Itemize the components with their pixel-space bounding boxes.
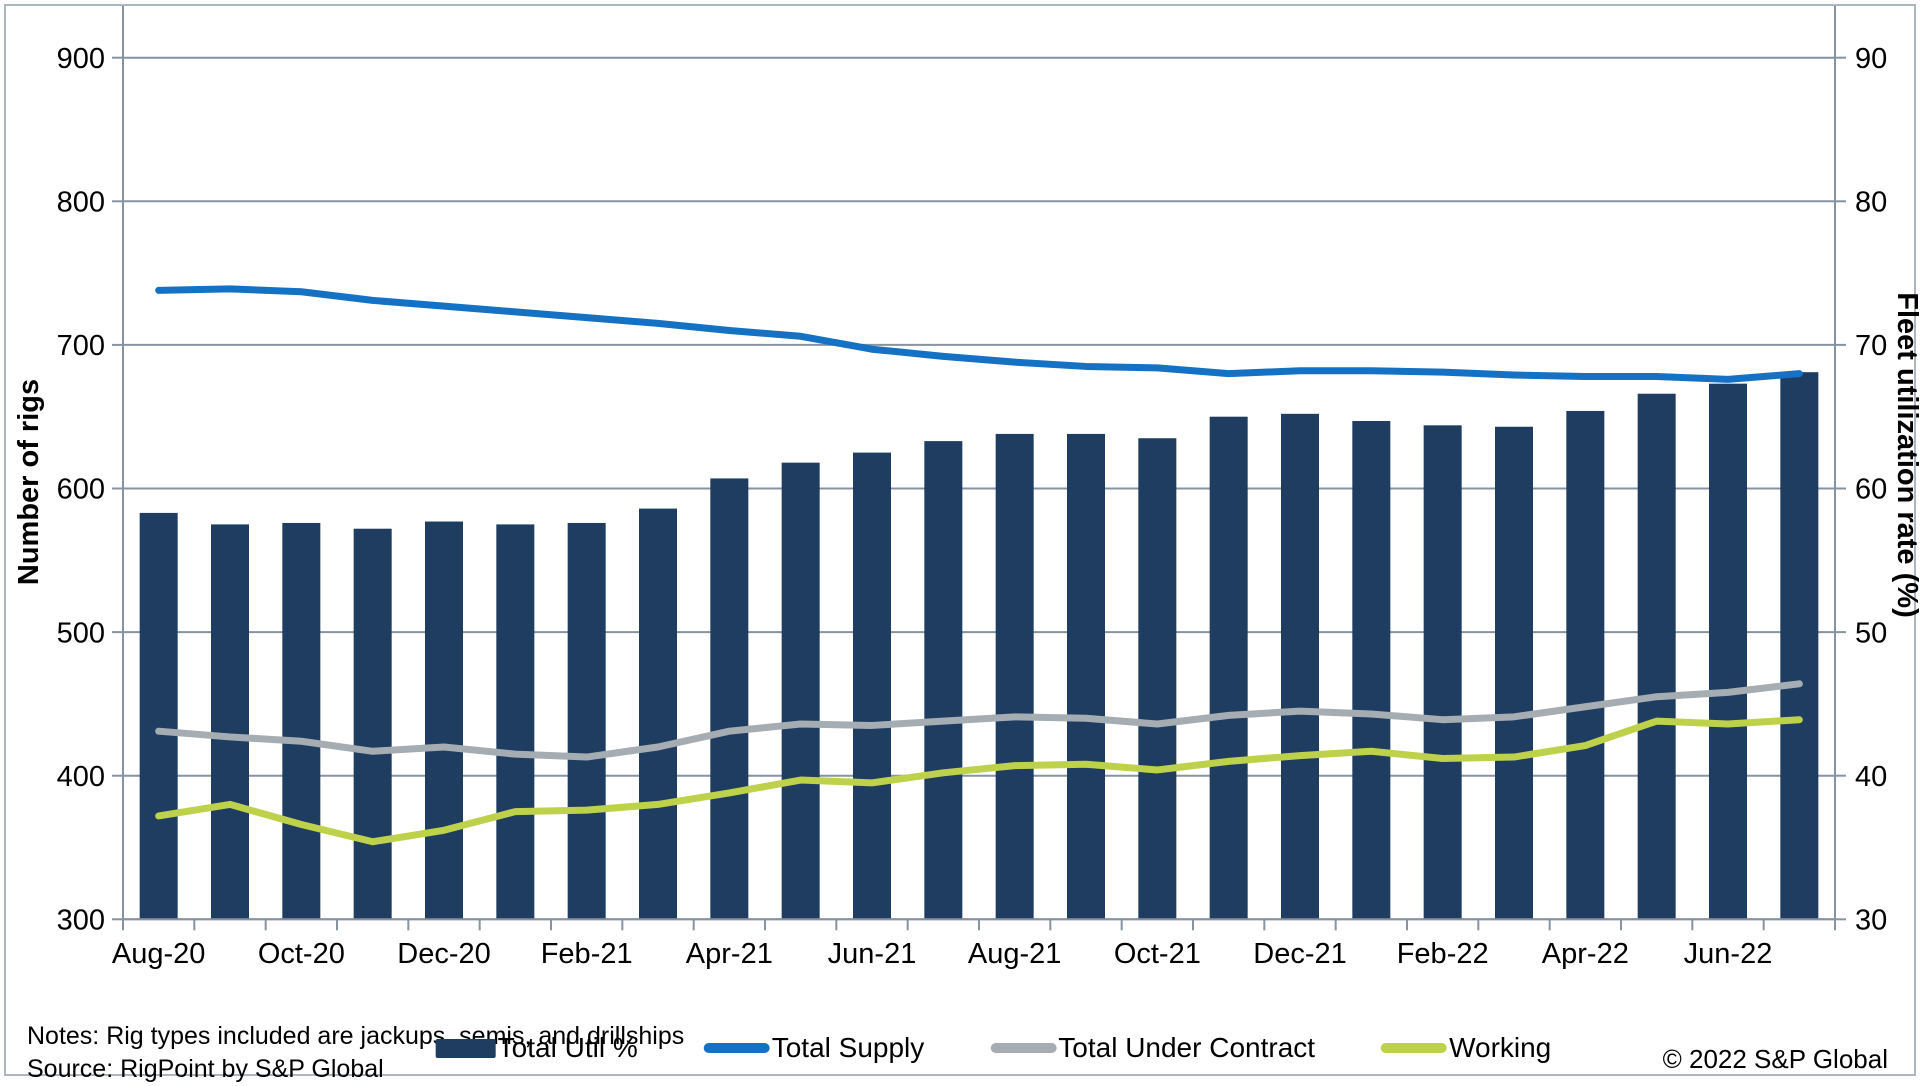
bar-Dec-20 (425, 521, 463, 920)
right-tick-label-90: 90 (1855, 43, 1887, 75)
bar-Nov-20 (353, 528, 392, 920)
line-series-group (155, 285, 1803, 846)
notes-line: Notes: Rig types included are jackups, s… (27, 1022, 685, 1050)
x-label-Feb-22: Feb-22 (1397, 938, 1489, 970)
source-line: Source: RigPoint by S&P Global (27, 1055, 384, 1083)
legend-item-total-util-: Total Util % (435, 1032, 638, 1064)
x-label-Aug-20: Aug-20 (112, 938, 206, 970)
bar-Dec-21 (1281, 413, 1319, 920)
x-label-Apr-22: Apr-22 (1542, 938, 1629, 970)
line-swatch-total-supply (703, 1043, 770, 1053)
x-label-Oct-20: Oct-20 (258, 938, 345, 970)
bar-Sep-20 (211, 524, 249, 920)
left-tick-label-700: 700 (57, 330, 105, 362)
x-label-Jun-21: Jun-21 (828, 938, 917, 970)
chart-footnotes: Notes: Rig types included are jackups, s… (27, 1020, 684, 1086)
legend-label: Total Under Contract (1058, 1032, 1316, 1063)
left-tick-label-300: 300 (57, 904, 105, 936)
bar-Oct-21 (1138, 438, 1177, 920)
bar-Jan-22 (1352, 421, 1391, 920)
bar-Mar-22 (1495, 426, 1533, 920)
right-tick-label-70: 70 (1855, 330, 1887, 362)
x-label-Dec-21: Dec-21 (1253, 938, 1347, 970)
left-tick-label-400: 400 (57, 761, 105, 793)
left-tick-label-600: 600 (57, 474, 105, 506)
chart-legend: Total Util % Total Supply Total Under Cont… (435, 1032, 1552, 1064)
bar-Apr-22 (1566, 410, 1605, 920)
bar-May-21 (781, 462, 820, 920)
bar-May-22 (1637, 393, 1676, 920)
legend-label: Working (1449, 1032, 1552, 1063)
right-tick-label-50: 50 (1855, 617, 1887, 649)
axis-tick-labels: 300 400 500 600 700 800 900 30 40 50 60 70 80 90 Aug-2… (57, 43, 1888, 970)
bar-Feb-21 (567, 522, 606, 920)
line-swatch-total-under-contract (990, 1043, 1057, 1053)
bar-Mar-21 (639, 508, 677, 920)
x-label-Dec-20: Dec-20 (397, 938, 491, 970)
right-tick-label-30: 30 (1855, 904, 1887, 936)
bar-Aug-21 (995, 433, 1034, 920)
right-tick-label-80: 80 (1855, 186, 1887, 218)
right-axis-title: Fleet utilization rate (%) (1891, 292, 1920, 617)
bar-Jul-21 (924, 441, 963, 920)
x-label-Aug-21: Aug-21 (968, 938, 1062, 970)
bar-swatch-total-util- (435, 1038, 496, 1058)
bar-Jun-21 (853, 452, 891, 920)
bar-Jun-22 (1709, 383, 1747, 920)
legend-item-working: Working (1381, 1032, 1551, 1064)
bar-Oct-20 (282, 522, 321, 920)
bar-Aug-20 (139, 512, 178, 920)
bar-Jan-21 (496, 524, 535, 920)
copyright-text: © 2022 S&P Global (1662, 1044, 1888, 1074)
bar-Apr-21 (710, 478, 749, 920)
bar-Sep-21 (1067, 433, 1105, 920)
bar-series-total-util (139, 372, 1819, 920)
x-label-Oct-21: Oct-21 (1114, 938, 1201, 970)
line-total-under-contract (155, 680, 1803, 761)
x-label-Jun-22: Jun-22 (1684, 938, 1773, 970)
left-tick-label-800: 800 (57, 186, 105, 218)
left-tick-label-900: 900 (57, 43, 105, 75)
legend-item-total-supply: Total Supply (703, 1032, 925, 1064)
legend-item-total-under-contract: Total Under Contract (990, 1032, 1315, 1064)
x-label-Feb-21: Feb-21 (541, 938, 633, 970)
left-axis-title: Number of rigs (13, 379, 45, 585)
bar-Nov-21 (1209, 416, 1248, 920)
legend-label: Total Util % (497, 1032, 638, 1063)
bar-Feb-22 (1423, 425, 1462, 920)
line-swatch-working (1381, 1043, 1448, 1053)
right-tick-label-60: 60 (1855, 474, 1887, 506)
bar-Jul-22 (1780, 372, 1819, 920)
left-tick-label-500: 500 (57, 617, 105, 649)
line-working (155, 716, 1803, 846)
right-tick-label-40: 40 (1855, 761, 1887, 793)
axes (112, 6, 1846, 931)
x-label-Apr-21: Apr-21 (686, 938, 773, 970)
line-total-supply (155, 285, 1803, 383)
legend-label: Total Supply (771, 1032, 925, 1063)
